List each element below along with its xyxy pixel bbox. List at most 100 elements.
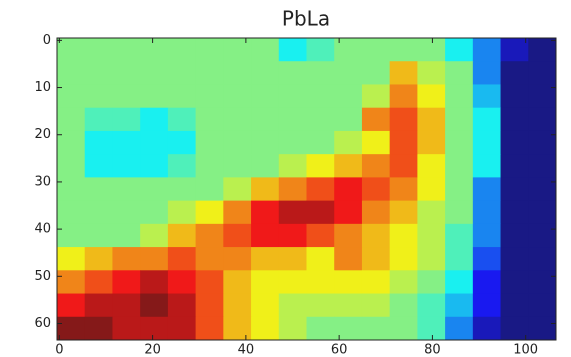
heatmap-cell bbox=[417, 247, 446, 271]
heatmap-cell bbox=[112, 130, 141, 155]
heatmap-cell bbox=[57, 38, 86, 62]
heatmap-cell bbox=[57, 316, 86, 341]
heatmap-cell bbox=[361, 177, 391, 202]
heatmap-cell bbox=[195, 107, 224, 132]
heatmap-cell bbox=[334, 130, 363, 155]
heatmap-cell bbox=[84, 61, 113, 85]
heatmap-cell bbox=[361, 38, 391, 62]
heatmap-cell bbox=[500, 130, 529, 155]
y-tick-label: 20 bbox=[34, 127, 51, 142]
heatmap-cell bbox=[251, 61, 280, 85]
heatmap-cell bbox=[306, 223, 335, 248]
heatmap-cell bbox=[306, 270, 335, 295]
heatmap-cell bbox=[445, 223, 474, 248]
heatmap-cell bbox=[223, 247, 252, 271]
heatmap-cell bbox=[84, 107, 113, 132]
heatmap-cell bbox=[528, 61, 557, 85]
heatmap-cell bbox=[57, 200, 86, 225]
heatmap-cell bbox=[472, 107, 502, 132]
heatmap-cell bbox=[167, 154, 197, 178]
heatmap-cell bbox=[306, 130, 335, 155]
heatmap bbox=[57, 38, 557, 341]
heatmap-cell bbox=[84, 154, 113, 178]
heatmap-cell bbox=[500, 177, 529, 202]
heatmap-cell bbox=[500, 38, 529, 62]
heatmap-cell bbox=[84, 316, 113, 341]
y-tick-label: 30 bbox=[34, 174, 51, 189]
heatmap-cell bbox=[334, 293, 363, 318]
heatmap-cell bbox=[223, 293, 252, 318]
heatmap-cell bbox=[361, 84, 391, 109]
heatmap-cell bbox=[472, 38, 502, 62]
heatmap-cell bbox=[140, 223, 169, 248]
heatmap-cell bbox=[112, 84, 141, 109]
heatmap-cell bbox=[84, 38, 113, 62]
heatmap-cell bbox=[306, 247, 335, 271]
heatmap-cell bbox=[445, 247, 474, 271]
heatmap-cell bbox=[251, 247, 280, 271]
heatmap-cell bbox=[278, 293, 307, 318]
heatmap-cell bbox=[57, 177, 86, 202]
heatmap-cell bbox=[112, 38, 141, 62]
heatmap-cell bbox=[389, 154, 418, 178]
heatmap-cell bbox=[140, 177, 169, 202]
heatmap-cell bbox=[528, 177, 557, 202]
heatmap-cell bbox=[417, 270, 446, 295]
heatmap-cell bbox=[361, 130, 391, 155]
heatmap-cell bbox=[472, 154, 502, 178]
heatmap-cell bbox=[278, 270, 307, 295]
heatmap-cell bbox=[500, 84, 529, 109]
heatmap-cell bbox=[140, 38, 169, 62]
heatmap-cell bbox=[417, 84, 446, 109]
x-tick-label: 0 bbox=[55, 343, 63, 357]
heatmap-cell bbox=[223, 316, 252, 341]
heatmap-cell bbox=[84, 200, 113, 225]
heatmap-cell bbox=[445, 200, 474, 225]
heatmap-cell bbox=[361, 107, 391, 132]
y-tick-label: 40 bbox=[34, 222, 51, 237]
heatmap-cell bbox=[500, 316, 529, 341]
heatmap-cell bbox=[334, 154, 363, 178]
heatmap-cell bbox=[417, 130, 446, 155]
heatmap-cell bbox=[223, 270, 252, 295]
heatmap-cell bbox=[528, 200, 557, 225]
heatmap-cell bbox=[528, 130, 557, 155]
heatmap-cell bbox=[167, 61, 197, 85]
heatmap-cell bbox=[278, 107, 307, 132]
heatmap-cell bbox=[417, 316, 446, 341]
heatmap-cell bbox=[251, 107, 280, 132]
heatmap-cell bbox=[195, 200, 224, 225]
heatmap-cell bbox=[306, 61, 335, 85]
heatmap-cell bbox=[306, 177, 335, 202]
heatmap-cell bbox=[306, 84, 335, 109]
heatmap-cell bbox=[195, 316, 224, 341]
heatmap-cell bbox=[251, 270, 280, 295]
heatmap-cell bbox=[223, 84, 252, 109]
heatmap-cell bbox=[112, 316, 141, 341]
y-tick-label: 10 bbox=[34, 80, 51, 95]
heatmap-cell bbox=[112, 270, 141, 295]
heatmap-cell bbox=[361, 154, 391, 178]
heatmap-cell bbox=[334, 84, 363, 109]
heatmap-cell bbox=[472, 84, 502, 109]
heatmap-cell bbox=[278, 316, 307, 341]
heatmap-cell bbox=[500, 107, 529, 132]
heatmap-cell bbox=[112, 61, 141, 85]
heatmap-cell bbox=[417, 200, 446, 225]
heatmap-cell bbox=[361, 270, 391, 295]
heatmap-cell bbox=[251, 316, 280, 341]
heatmap-cell bbox=[195, 247, 224, 271]
heatmap-cell bbox=[195, 38, 224, 62]
heatmap-cell bbox=[500, 223, 529, 248]
heatmap-cell bbox=[251, 38, 280, 62]
heatmap-cell bbox=[140, 316, 169, 341]
heatmap-cell bbox=[472, 200, 502, 225]
heatmap-cell bbox=[140, 270, 169, 295]
x-tick-label: 40 bbox=[238, 343, 255, 357]
heatmap-cell bbox=[84, 177, 113, 202]
heatmap-cell bbox=[417, 38, 446, 62]
heatmap-cell bbox=[472, 293, 502, 318]
heatmap-cell bbox=[500, 270, 529, 295]
heatmap-cell bbox=[167, 200, 197, 225]
heatmap-cell bbox=[528, 270, 557, 295]
